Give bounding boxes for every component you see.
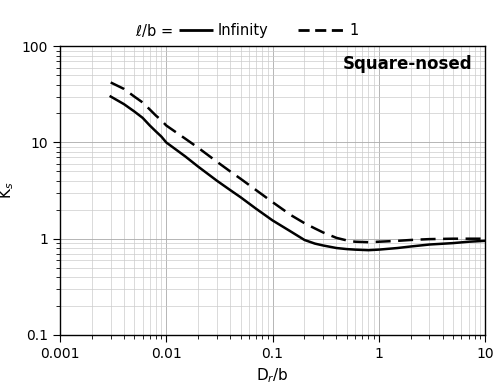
Text: Infinity: Infinity — [217, 23, 268, 38]
Text: 1: 1 — [349, 23, 358, 38]
Text: Square-nosed: Square-nosed — [342, 55, 472, 73]
Y-axis label: K$_s$: K$_s$ — [0, 182, 16, 199]
Text: $\ell$/b =: $\ell$/b = — [136, 22, 175, 39]
X-axis label: D$_r$/b: D$_r$/b — [256, 366, 289, 385]
